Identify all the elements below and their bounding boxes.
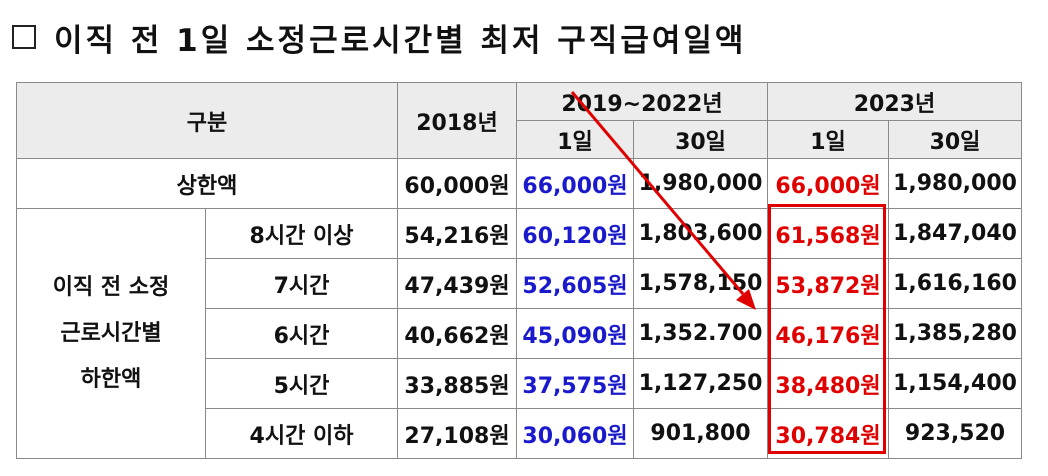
upper-2019-30day: 1,980,000 <box>633 158 768 209</box>
row-label: 6시간 <box>205 308 398 359</box>
cell-2023-30day: 1,847,040 <box>888 208 1022 259</box>
cell-2019-30day: 901,800 <box>633 408 768 459</box>
lower-group-line-1: 이직 전 소정 <box>52 274 170 300</box>
upper-2023-1day: 66,000원 <box>767 158 889 209</box>
cell-2019-1day: 30,060원 <box>516 408 634 459</box>
cell-2018: 27,108원 <box>397 408 517 459</box>
cell-2018: 54,216원 <box>397 208 517 259</box>
title-text: 이직 전 1일 소정근로시간별 최저 구직급여일액 <box>54 22 747 59</box>
cell-2023-30day: 923,520 <box>888 408 1022 459</box>
lower-group-line-3: 하한액 <box>80 366 142 392</box>
table-row: 4시간 이하 27,108원 30,060원 901,800 30,784원 9… <box>17 408 1022 459</box>
cell-2018: 33,885원 <box>397 358 517 409</box>
table-row: 5시간 33,885원 37,575원 1,127,250 38,480원 1,… <box>17 358 1022 409</box>
upper-2019-1day: 66,000원 <box>516 158 634 209</box>
header-2023-1day: 1일 <box>767 120 889 159</box>
cell-2019-30day: 1,803,600 <box>633 208 768 259</box>
lower-group-line-2: 근로시간별 <box>60 320 162 346</box>
cell-2023-30day: 1,385,280 <box>888 308 1022 359</box>
cell-2019-1day: 52,605원 <box>516 258 634 309</box>
cell-2019-30day: 1,352.700 <box>633 308 768 359</box>
cell-2019-30day: 1,127,250 <box>633 358 768 409</box>
upper-limit-label: 상한액 <box>16 158 398 209</box>
row-label: 4시간 이하 <box>205 408 398 459</box>
page-title: 이직 전 1일 소정근로시간별 최저 구직급여일액 <box>12 12 746 62</box>
cell-2018: 47,439원 <box>397 258 517 309</box>
header-2023-30day: 30일 <box>888 120 1022 159</box>
cell-2019-1day: 37,575원 <box>516 358 634 409</box>
cell-2018: 40,662원 <box>397 308 517 359</box>
cell-2019-1day: 60,120원 <box>516 208 634 259</box>
row-label: 5시간 <box>205 358 398 409</box>
row-label: 8시간 이상 <box>205 208 398 259</box>
benefit-table: 구분 2018년 2019~2022년 2023년 1일 30일 1일 30일 … <box>16 82 1022 459</box>
cell-2023-1day: 53,872원 <box>767 258 889 309</box>
lower-limit-group-label: 이직 전 소정 근로시간별 하한액 <box>16 208 206 459</box>
table-row-upper-limit: 상한액 60,000원 66,000원 1,980,000 66,000원 1,… <box>16 158 1022 209</box>
cell-2023-1day: 61,568원 <box>767 208 889 259</box>
cell-2023-1day: 46,176원 <box>767 308 889 359</box>
header-category: 구분 <box>16 82 398 159</box>
upper-2018: 60,000원 <box>397 158 517 209</box>
row-label: 7시간 <box>205 258 398 309</box>
header-2019-2022: 2019~2022년 <box>516 82 768 121</box>
table-row: 이직 전 소정 근로시간별 하한액 8시간 이상 54,216원 60,120원… <box>16 208 1022 459</box>
checkbox-square-icon <box>12 25 36 49</box>
header-2018: 2018년 <box>397 82 517 159</box>
header-2019-30day: 30일 <box>633 120 768 159</box>
cell-2023-1day: 30,784원 <box>767 408 889 459</box>
cell-2023-30day: 1,616,160 <box>888 258 1022 309</box>
cell-2023-30day: 1,154,400 <box>888 358 1022 409</box>
header-2019-1day: 1일 <box>516 120 634 159</box>
header-2023: 2023년 <box>767 82 1022 121</box>
cell-2019-30day: 1,578,150 <box>633 258 768 309</box>
cell-2023-1day: 38,480원 <box>767 358 889 409</box>
upper-2023-30day: 1,980,000 <box>888 158 1022 209</box>
cell-2019-1day: 45,090원 <box>516 308 634 359</box>
